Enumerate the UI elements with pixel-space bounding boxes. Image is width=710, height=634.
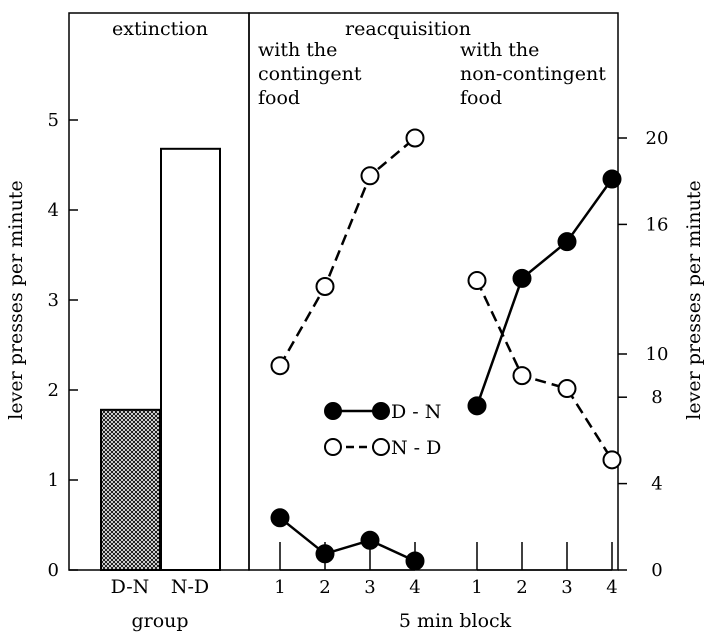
bar-category-label-dn: D-N xyxy=(111,576,150,598)
legend-marker-right-nd xyxy=(372,438,390,456)
right-y-tick-label-8: 8 xyxy=(651,387,662,408)
noncontingent-label-line-3: food xyxy=(460,87,502,109)
noncontingent-x-tick-label-4: 4 xyxy=(606,577,617,598)
contingent-point-dn-1 xyxy=(270,508,290,528)
legend-marker-left-dn xyxy=(324,402,342,420)
right-y-tick-label-10: 10 xyxy=(646,344,669,365)
legend-marker-left-nd xyxy=(324,438,342,456)
right-y-tick-label-0: 0 xyxy=(651,560,662,581)
right-y-tick-label-20: 20 xyxy=(646,128,669,149)
reacquisition-title: reacquisition xyxy=(345,18,471,40)
contingent-x-tick-label-3: 3 xyxy=(364,577,375,598)
noncontingent-point-nd-1 xyxy=(467,271,487,291)
left-y-axis: 0 1 2 3 4 5 xyxy=(48,110,78,581)
bar-dn xyxy=(100,408,161,571)
right-y-tick-label-4: 4 xyxy=(651,474,662,495)
legend-label-dn: D - N xyxy=(391,401,441,423)
left-y-axis-title: lever presses per minute xyxy=(5,180,27,419)
legend-marker-right-dn xyxy=(372,402,390,420)
contingent-point-dn-2 xyxy=(315,544,335,564)
right-y-tick-label-16: 16 xyxy=(646,214,669,235)
contingent-x-tick-label-2: 2 xyxy=(319,577,330,598)
noncontingent-point-dn-1 xyxy=(467,396,487,416)
noncontingent-x-tick-label-1: 1 xyxy=(471,577,482,598)
contingent-series-line-nd xyxy=(278,137,416,367)
noncontingent-x-tick-label-2: 2 xyxy=(516,577,527,598)
legend-label-nd: N - D xyxy=(391,437,441,459)
bar-category-label-nd: N-D xyxy=(171,576,209,598)
noncontingent-x-tick-label-3: 3 xyxy=(561,577,572,598)
contingent-point-nd-2 xyxy=(315,277,335,296)
contingent-point-nd-1 xyxy=(270,356,290,376)
group-axis-title: group xyxy=(131,610,188,632)
extinction-bars xyxy=(100,147,221,572)
noncontingent-point-dn-4 xyxy=(602,169,622,189)
contingent-point-nd-3 xyxy=(360,166,380,186)
contingent-x-tick-label-1: 1 xyxy=(274,577,285,598)
noncontingent-series-line-nd xyxy=(475,280,614,461)
noncontingent-point-nd-4 xyxy=(602,450,622,470)
left-y-tick-label-5: 5 xyxy=(48,110,59,131)
noncontingent-label-line-2: non-contingent xyxy=(460,63,606,85)
bar-nd xyxy=(160,147,221,572)
contingent-point-dn-3 xyxy=(360,530,380,550)
contingent-label-line-1: with the xyxy=(258,39,337,61)
noncontingent-point-nd-2 xyxy=(512,366,532,386)
left-y-tick-label-4: 4 xyxy=(48,200,59,221)
extinction-title: extinction xyxy=(112,18,208,40)
noncontingent-food-plot: 1 2 3 4 xyxy=(467,169,622,598)
right-y-axis-title: lever presses per minute xyxy=(683,180,705,419)
noncontingent-point-dn-3 xyxy=(557,232,577,252)
left-y-tick-label-0: 0 xyxy=(48,560,59,581)
left-y-tick-label-2: 2 xyxy=(48,380,59,401)
noncontingent-point-nd-3 xyxy=(557,379,577,399)
block-axis-title: 5 min block xyxy=(399,610,512,632)
contingent-series-line-dn xyxy=(279,516,416,563)
contingent-point-dn-4 xyxy=(405,551,425,571)
contingent-food-plot: 1 2 3 4 xyxy=(270,128,425,598)
left-y-tick-label-1: 1 xyxy=(48,470,59,491)
noncontingent-point-dn-2 xyxy=(512,268,532,288)
reacquisition-panel-frame xyxy=(248,12,619,571)
contingent-point-nd-4 xyxy=(405,128,425,148)
contingent-x-tick-label-4: 4 xyxy=(409,577,420,598)
right-y-axis: 0 4 8 10 16 20 xyxy=(618,128,668,581)
contingent-label-line-3: food xyxy=(258,87,300,109)
contingent-label-line-2: contingent xyxy=(258,63,362,85)
left-y-tick-label-3: 3 xyxy=(48,290,59,311)
noncontingent-series-line-dn xyxy=(475,178,614,407)
noncontingent-label-line-1: with the xyxy=(460,39,539,61)
legend: D - N N - D xyxy=(324,401,441,459)
